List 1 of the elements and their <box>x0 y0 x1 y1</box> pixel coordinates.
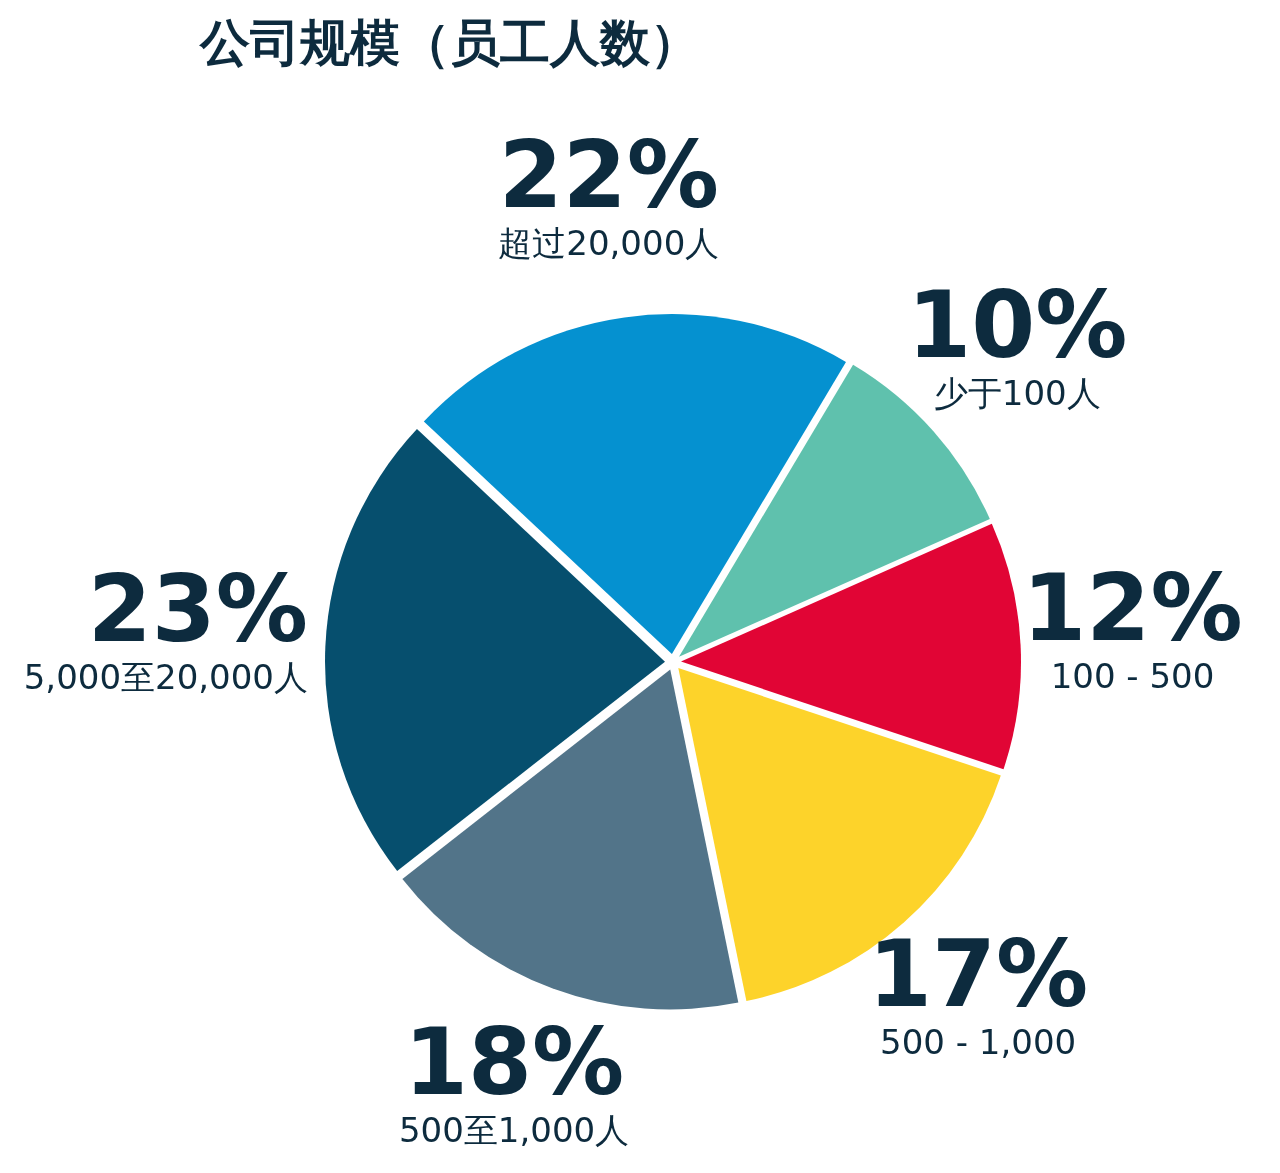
chart-title: 公司规模（员工人数） <box>198 14 700 72</box>
